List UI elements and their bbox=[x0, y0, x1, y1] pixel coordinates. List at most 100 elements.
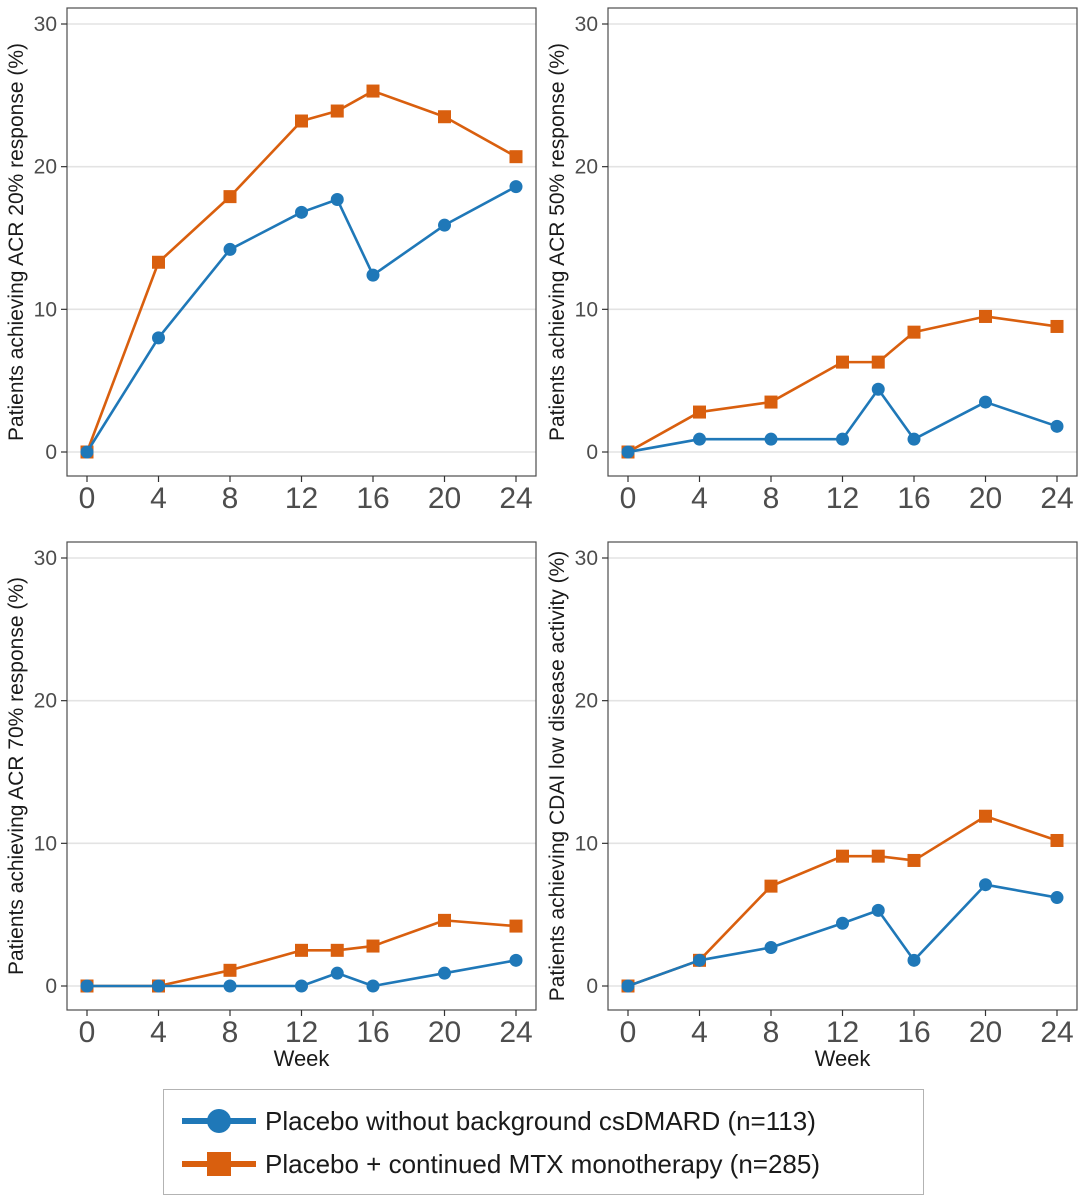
x-tick-label: 12 bbox=[826, 482, 859, 515]
data-point-circle bbox=[621, 979, 635, 993]
data-point-circle bbox=[764, 432, 778, 446]
y-tick-label: 30 bbox=[575, 547, 598, 570]
data-point-circle bbox=[693, 953, 706, 967]
data-point-circle bbox=[509, 180, 523, 194]
y-tick-label: 10 bbox=[34, 298, 57, 321]
y-axis-title: Patients achieving ACR 70% response (%) bbox=[5, 577, 28, 975]
y-tick-label: 20 bbox=[575, 690, 598, 713]
data-point-square bbox=[1050, 833, 1064, 847]
data-point-circle bbox=[836, 432, 849, 446]
data-point-circle bbox=[836, 916, 849, 930]
panel-border bbox=[607, 7, 1078, 477]
y-axis-title: Patients achieving ACR 20% response (%) bbox=[5, 43, 28, 441]
y-tick-label: 0 bbox=[45, 975, 57, 998]
data-point-square bbox=[871, 355, 885, 369]
legend-label: Placebo without background csDMARD (n=11… bbox=[265, 1105, 816, 1136]
x-tick-label: 24 bbox=[1040, 482, 1073, 515]
data-point-square bbox=[979, 809, 992, 823]
data-point-circle bbox=[330, 192, 344, 206]
x-tick-label: 12 bbox=[285, 1016, 318, 1049]
x-tick-label: 4 bbox=[150, 482, 167, 515]
data-point-square bbox=[907, 325, 921, 339]
data-point-square bbox=[295, 943, 308, 957]
data-point-square bbox=[871, 849, 885, 863]
data-point-square bbox=[366, 84, 380, 98]
data-point-square bbox=[330, 943, 344, 957]
data-point-circle bbox=[979, 395, 992, 409]
y-tick-label: 20 bbox=[34, 690, 57, 713]
data-point-square bbox=[509, 150, 523, 164]
legend-key-square bbox=[182, 1152, 256, 1176]
data-point-circle bbox=[223, 979, 237, 993]
data-point-circle bbox=[979, 878, 992, 892]
y-axis-title: Patients achieving CDAI low disease acti… bbox=[546, 551, 569, 1002]
data-point-square bbox=[223, 190, 237, 204]
x-tick-label: 24 bbox=[499, 482, 532, 515]
chart-panel-3: 0 10 20 30 0 4 8 12 16 20 24 Week Patients achieving… bbox=[5, 541, 537, 1071]
x-tick-label: 8 bbox=[222, 1016, 239, 1049]
data-point-square bbox=[366, 939, 380, 953]
data-point-square bbox=[907, 853, 921, 867]
series-line-placebo-no-background bbox=[627, 883, 1058, 988]
data-point-circle bbox=[295, 979, 308, 993]
chart-panel-1: 0 10 20 30 0 4 8 12 16 20 24 Patients achieving ACR… bbox=[5, 7, 537, 515]
data-point-square bbox=[509, 919, 523, 933]
x-tick-label: 16 bbox=[356, 1016, 389, 1049]
x-tick-label: 0 bbox=[620, 482, 637, 515]
data-point-square bbox=[152, 255, 165, 269]
data-point-circle bbox=[1050, 419, 1064, 433]
panel-border bbox=[607, 541, 1078, 1011]
data-point-circle bbox=[621, 445, 635, 459]
y-tick-label: 10 bbox=[575, 298, 598, 321]
data-point-circle bbox=[438, 218, 451, 232]
data-point-circle bbox=[223, 242, 237, 256]
data-point-square bbox=[438, 110, 451, 124]
data-point-square bbox=[764, 879, 778, 893]
data-point-circle bbox=[907, 432, 921, 446]
x-tick-label: 4 bbox=[691, 482, 708, 515]
series-line-placebo-no-background bbox=[85, 185, 517, 453]
data-point-circle bbox=[764, 940, 778, 954]
y-axis-title: Patients achieving ACR 50% response (%) bbox=[546, 43, 569, 441]
data-point-square bbox=[1050, 319, 1064, 333]
y-tick-label: 10 bbox=[575, 832, 598, 855]
data-point-circle bbox=[693, 432, 706, 446]
data-point-square bbox=[836, 849, 849, 863]
x-tick-label: 8 bbox=[763, 1016, 780, 1049]
data-point-circle bbox=[366, 979, 380, 993]
data-point-circle bbox=[366, 268, 380, 282]
data-point-circle bbox=[871, 382, 885, 396]
x-tick-label: 12 bbox=[285, 482, 318, 515]
legend-item-placebo-mtx: Placebo + continued MTX monotherapy (n=2… bbox=[164, 1144, 820, 1184]
series-line-placebo-no-background bbox=[87, 959, 517, 988]
data-point-circle bbox=[1050, 891, 1064, 905]
y-tick-label: 0 bbox=[586, 975, 598, 998]
series-line-placebo-mtx bbox=[87, 919, 517, 988]
legend-item-placebo-no-background: Placebo without background csDMARD (n=11… bbox=[164, 1101, 816, 1141]
data-point-circle bbox=[295, 205, 308, 219]
data-point-square bbox=[223, 963, 237, 977]
y-tick-label: 20 bbox=[34, 156, 57, 179]
x-axis-title: Week bbox=[815, 1046, 872, 1071]
x-tick-label: 8 bbox=[763, 482, 780, 515]
data-point-square bbox=[693, 405, 706, 419]
series-line-placebo-mtx bbox=[627, 814, 1058, 988]
y-tick-label: 30 bbox=[575, 13, 598, 36]
x-tick-label: 4 bbox=[691, 1016, 708, 1049]
x-axis-title: Week bbox=[274, 1046, 331, 1071]
data-point-square bbox=[438, 913, 451, 927]
x-tick-label: 0 bbox=[79, 482, 96, 515]
x-tick-label: 24 bbox=[499, 1016, 532, 1049]
legend-label: Placebo + continued MTX monotherapy (n=2… bbox=[265, 1148, 821, 1179]
data-point-square bbox=[295, 114, 308, 128]
chart-panel-4: 0 10 20 30 0 4 8 12 16 20 24 Week Patients achieving… bbox=[546, 541, 1078, 1071]
y-tick-label: 0 bbox=[45, 441, 57, 464]
x-tick-label: 16 bbox=[356, 482, 389, 515]
series-line-placebo-mtx bbox=[627, 315, 1058, 454]
x-tick-label: 12 bbox=[826, 1016, 859, 1049]
y-tick-label: 10 bbox=[34, 832, 57, 855]
x-tick-label: 8 bbox=[222, 482, 239, 515]
chart-panel-2: 0 10 20 30 0 4 8 12 16 20 24 Patients achieving ACR… bbox=[546, 7, 1078, 515]
x-tick-label: 20 bbox=[969, 482, 1002, 515]
data-point-circle bbox=[871, 903, 885, 917]
